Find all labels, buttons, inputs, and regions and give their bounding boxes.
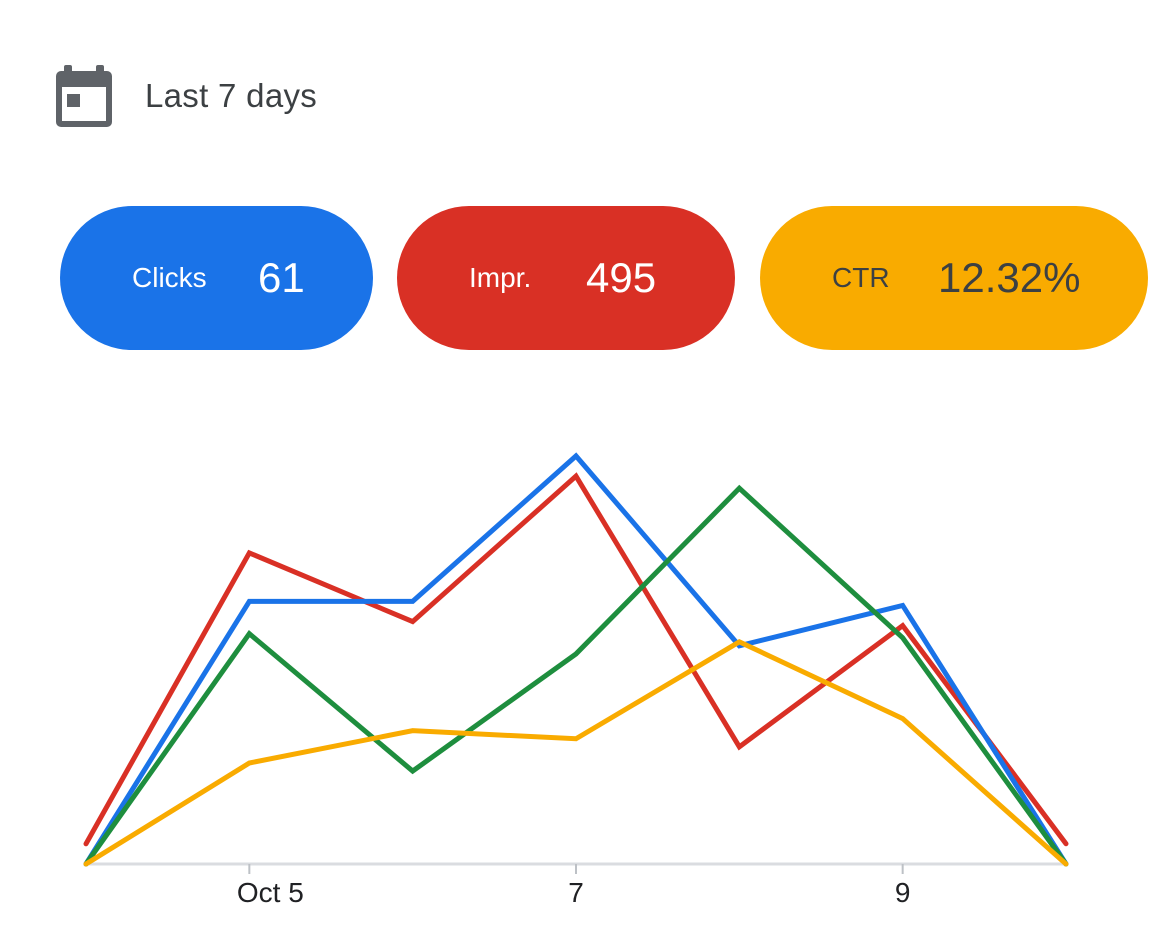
- series-line-3: [83, 638, 1069, 867]
- x-tick-label: Oct 5: [237, 877, 304, 908]
- x-tick-label: 9: [895, 877, 911, 908]
- series-line-2: [83, 484, 1069, 867]
- date-range-label: Last 7 days: [145, 77, 318, 114]
- clicks-label: Clicks: [132, 262, 207, 293]
- calendar-icon: [56, 65, 112, 127]
- impressions-value: 495: [586, 254, 657, 301]
- ctr-value: 12.32%: [938, 254, 1081, 301]
- series-line-1: [83, 452, 1069, 867]
- x-tick-label: 7: [568, 877, 584, 908]
- ctr-metric-chip[interactable]: CTR 12.32%: [760, 206, 1148, 350]
- clicks-value: 61: [258, 254, 305, 301]
- impressions-metric-chip[interactable]: Impr. 495: [397, 206, 735, 350]
- date-range-selector[interactable]: Last 7 days: [56, 64, 317, 128]
- ctr-label: CTR: [832, 262, 890, 293]
- series-line-0: [83, 472, 1069, 847]
- clicks-metric-chip[interactable]: Clicks 61: [60, 206, 373, 350]
- impressions-label: Impr.: [469, 262, 532, 293]
